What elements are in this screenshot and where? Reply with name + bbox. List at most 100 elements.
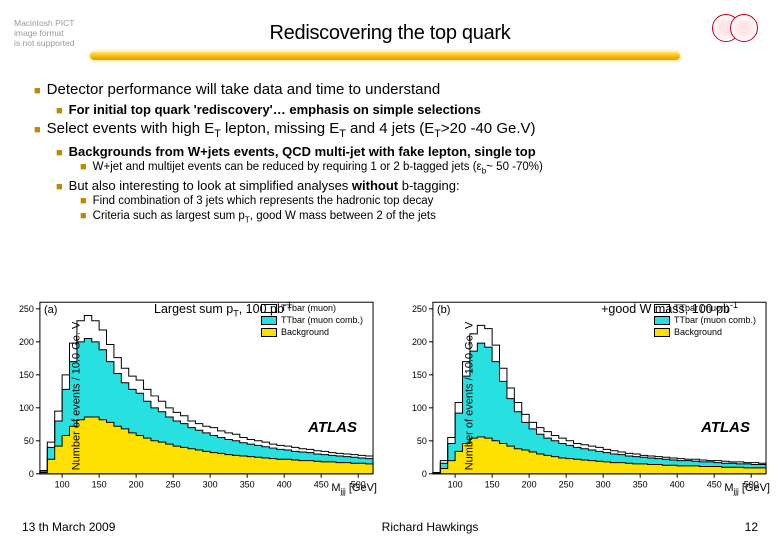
- bullet-icon: ■: [80, 195, 87, 207]
- bullet-text: W+jet and multijet events can be reduced…: [93, 161, 482, 173]
- bullet-text: without: [352, 178, 398, 193]
- svg-text:100: 100: [55, 480, 70, 490]
- bullet-l3: ■ Find combination of 3 jets which repres…: [80, 194, 760, 209]
- title-underline: [90, 52, 680, 60]
- legend-row: TTbar (muon): [654, 302, 756, 314]
- bullet-text: For initial top quark 'rediscovery'… emp…: [69, 102, 481, 117]
- bullet-icon: ■: [34, 85, 41, 97]
- svg-text:300: 300: [203, 480, 218, 490]
- svg-text:400: 400: [670, 480, 685, 490]
- legend-label: TTbar (muon): [281, 302, 336, 314]
- legend-swatch-icon: [261, 328, 277, 337]
- svg-text:100: 100: [412, 403, 427, 413]
- chart-b-atlas-label: ATLAS: [701, 419, 750, 436]
- chart-a-ylabel: Number of events / 10.0 Ge. V: [70, 322, 82, 471]
- svg-text:200: 200: [412, 337, 427, 347]
- bullet-l3: ■Criteria such as largest sum pT, good W…: [80, 209, 760, 226]
- footer-author: Richard Hawkings: [382, 520, 479, 534]
- svg-text:350: 350: [633, 480, 648, 490]
- bullet-text: Find combination of 3 jets which represe…: [93, 195, 434, 207]
- xlabel-text: M: [724, 482, 733, 494]
- svg-text:450: 450: [314, 480, 329, 490]
- bullet-l3: ■ W+jet and multijet events can be reduce…: [80, 160, 760, 177]
- legend-swatch-icon: [654, 328, 670, 337]
- legend-label: TTbar (muon): [674, 302, 729, 314]
- slide-title: Rediscovering the top quark: [0, 22, 780, 45]
- chart-a-legend: TTbar (muon) TTbar (muon comb.) Backgrou…: [261, 302, 363, 338]
- slide-header: Macintosh PICT image format is not suppo…: [0, 0, 780, 64]
- chart-b-legend: TTbar (muon) TTbar (muon comb.) Backgrou…: [654, 302, 756, 338]
- chart-a-atlas-label: ATLAS: [308, 419, 357, 436]
- bullet-text: But also interesting to look at simplifi…: [69, 178, 352, 193]
- xlabel-text: [GeV]: [739, 482, 770, 494]
- xlabel-text: [GeV]: [346, 482, 377, 494]
- bullet-icon: ■: [56, 181, 63, 193]
- bullet-l2: ■ But also interesting to look at simplif…: [56, 177, 760, 226]
- chart-a-xlabel: Mjjj [GeV]: [331, 482, 377, 496]
- svg-text:100: 100: [448, 480, 463, 490]
- bullet-content: ■ Detector performance will take data and…: [0, 64, 780, 226]
- bullet-text: >20 -40 Ge.V): [441, 120, 536, 137]
- legend-swatch-icon: [261, 316, 277, 325]
- bullet-icon: ■: [80, 161, 87, 173]
- chart-b-xlabel: Mjjj [GeV]: [724, 482, 770, 496]
- svg-text:100: 100: [19, 403, 34, 413]
- svg-text:50: 50: [417, 436, 427, 446]
- svg-text:150: 150: [412, 370, 427, 380]
- bullet-l2: ■ Backgrounds from W+jets events, QCD mul…: [56, 143, 760, 177]
- chart-b-ylabel: Number of events / 10.0 Ge. V: [463, 322, 475, 471]
- legend-row: Background: [261, 326, 363, 338]
- chart-b-panel-letter: (b): [437, 304, 450, 316]
- bullet-text: Detector performance will take data and …: [47, 81, 441, 98]
- svg-text:150: 150: [92, 480, 107, 490]
- svg-text:200: 200: [19, 337, 34, 347]
- bullet-icon: ■: [56, 147, 63, 159]
- overlay-text: Largest sum p: [154, 302, 233, 316]
- xlabel-text: M: [331, 482, 340, 494]
- slide-footer: 13 th March 2009 Richard Hawkings 12: [0, 520, 780, 534]
- legend-row: Background: [654, 326, 756, 338]
- svg-text:0: 0: [422, 469, 427, 479]
- footer-date: 13 th March 2009: [22, 520, 115, 534]
- legend-label: TTbar (muon comb.): [674, 314, 756, 326]
- svg-text:200: 200: [129, 480, 144, 490]
- bullet-text: Backgrounds from W+jets events, QCD mult…: [69, 144, 536, 159]
- svg-text:150: 150: [485, 480, 500, 490]
- svg-text:200: 200: [522, 480, 537, 490]
- legend-label: Background: [281, 326, 329, 338]
- bullet-text: Criteria such as largest sum p: [93, 210, 245, 222]
- chart-a: Number of events / 10.0 Ge. V (a) Larges…: [4, 296, 383, 496]
- bullet-text: b-tagging:: [398, 178, 459, 193]
- svg-text:350: 350: [240, 480, 255, 490]
- bullet-text: and 4 jets (E: [346, 120, 434, 137]
- chart-b: Number of events / 10.0 Ge. V (b) +good …: [397, 296, 776, 496]
- legend-row: TTbar (muon): [261, 302, 363, 314]
- bullet-text: lepton, missing E: [221, 120, 339, 137]
- chart-a-panel-letter: (a): [44, 304, 57, 316]
- svg-text:250: 250: [19, 304, 34, 314]
- bullet-icon: ■: [80, 210, 87, 222]
- atlas-badge-icon: [708, 8, 768, 48]
- charts-row: Number of events / 10.0 Ge. V (a) Larges…: [4, 296, 776, 508]
- bullet-icon: ■: [56, 105, 63, 117]
- legend-row: TTbar (muon comb.): [261, 314, 363, 326]
- svg-text:250: 250: [559, 480, 574, 490]
- bullet-text: , good W mass between 2 of the jets: [250, 210, 436, 222]
- legend-row: TTbar (muon comb.): [654, 314, 756, 326]
- legend-swatch-icon: [654, 316, 670, 325]
- bullet-text: Select events with high E: [47, 120, 215, 137]
- bullet-icon: ■: [34, 124, 41, 136]
- legend-swatch-icon: [261, 304, 277, 313]
- svg-text:150: 150: [19, 370, 34, 380]
- svg-text:0: 0: [29, 469, 34, 479]
- legend-label: TTbar (muon comb.): [281, 314, 363, 326]
- legend-swatch-icon: [654, 304, 670, 313]
- svg-text:250: 250: [412, 304, 427, 314]
- footer-page-number: 12: [745, 520, 758, 534]
- legend-label: Background: [674, 326, 722, 338]
- svg-text:250: 250: [166, 480, 181, 490]
- svg-text:50: 50: [24, 436, 34, 446]
- bullet-l1: ■ Detector performance will take data and…: [34, 80, 760, 118]
- bullet-l2: ■ For initial top quark 'rediscovery'… em…: [56, 101, 760, 119]
- bullet-l1: ■Select events with high ET lepton, miss…: [34, 119, 760, 226]
